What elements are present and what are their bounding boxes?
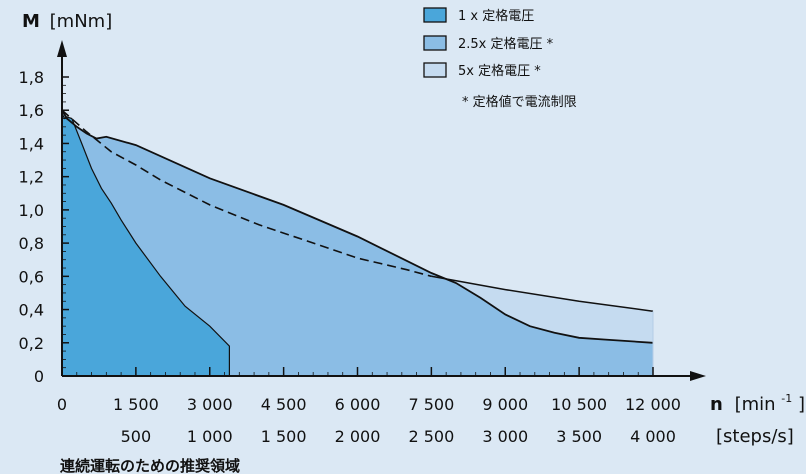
legend-note: * 定格値で電流制限 [462,94,577,110]
y-tick-label: 1,6 [19,101,44,120]
y-tick-label: 0,8 [19,234,44,253]
x-tick-label: 7 500 [408,395,454,414]
x-axis-arrow [690,371,706,381]
legend-swatch [423,7,447,23]
y-tick-label: 0,2 [19,334,44,353]
legend-label: 5x 定格電圧 * [458,63,541,79]
legend-label: 2.5x 定格電圧 * [458,36,554,52]
y-tick-label: 1,2 [19,168,44,187]
y-tick-label: 1,0 [19,201,44,220]
y-tick-label: 0 [34,367,44,386]
x-secondary-tick-label: 3 500 [556,427,602,446]
x-tick-label: 1 500 [113,395,159,414]
area-2-5x [62,110,653,376]
y-tick-label: 0,4 [19,301,44,320]
y-axis-title: M [mNm] [22,11,112,32]
legend-label: 1 x 定格電圧 [458,8,534,24]
chart-caption: 連続運転のための推奨領域 [60,457,240,474]
x-secondary-tick-label: 500 [121,427,152,446]
x-secondary-tick-label: 1 500 [261,427,307,446]
x-tick-label: 12 000 [625,395,681,414]
legend-swatch [423,35,447,51]
x-tick-label: 10 500 [551,395,607,414]
x-secondary-tick-label: 4 000 [630,427,676,446]
x-tick-label: 4 500 [261,395,307,414]
x-axis-secondary-title: [steps/s] [716,426,794,447]
line-dashed-recommended [61,109,432,278]
x-secondary-tick-label: 2 000 [335,427,381,446]
chart-legend: 1 x 定格電圧 2.5x 定格電圧 * 5x 定格電圧 * * 定格値で電流制限 [423,7,577,110]
x-secondary-tick-label: 2 500 [408,427,454,446]
x-tick-label: 6 000 [335,395,381,414]
x-secondary-tick-label: 1 000 [187,427,233,446]
chart-areas [62,110,653,376]
chart-lines [61,109,654,376]
y-tick-label: 0,6 [19,267,44,286]
x-tick-label: 3 000 [187,395,233,414]
legend-swatch [423,62,447,78]
line-1x [61,113,230,376]
y-tick-label: 1,4 [19,134,44,153]
line-5x [431,275,654,312]
y-axis-arrow [57,40,67,57]
chart-axes: 0 0,2 0,4 0,6 0,8 1,0 1,2 1,4 1,6 1,8 0 1 500 3 000 4… [19,40,706,446]
x-secondary-tick-label: 3 000 [482,427,528,446]
x-axis-title: n [min -1 ] [710,386,805,415]
line-2-5x [61,109,654,344]
area-1x [62,113,230,376]
y-tick-label: 1,8 [19,68,44,87]
x-tick-label: 0 [57,395,67,414]
x-tick-label: 9 000 [482,395,528,414]
